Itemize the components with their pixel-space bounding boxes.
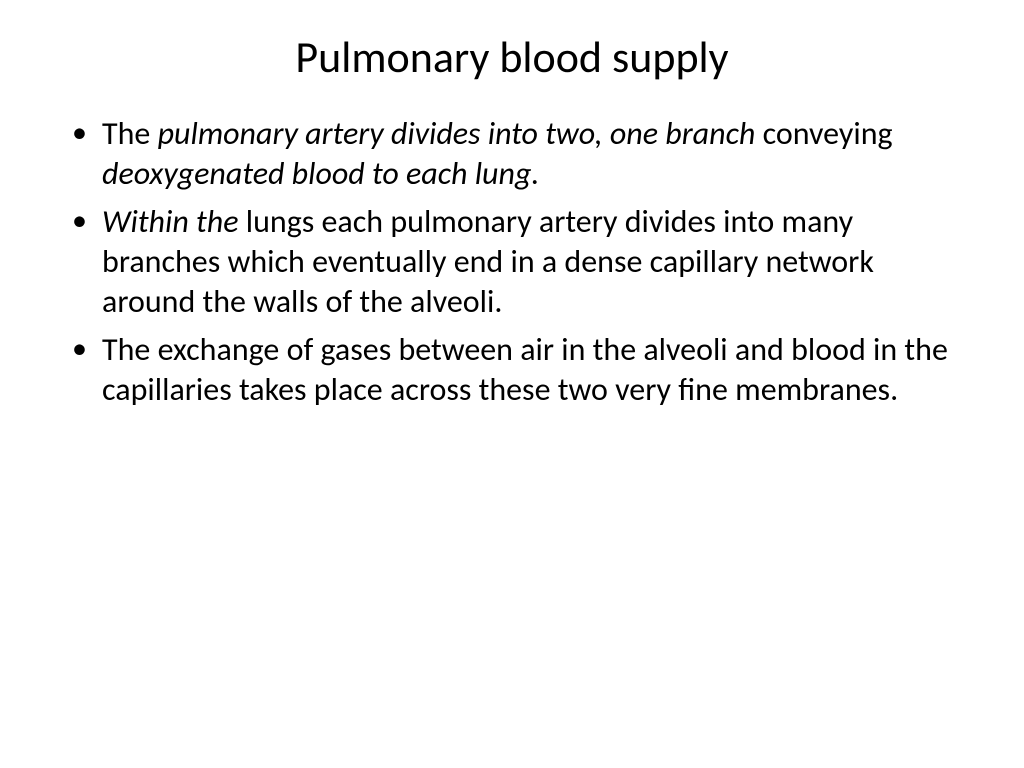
bullet-item: Within the lungs each pulmonary artery d…: [60, 202, 964, 322]
bullet-list: The pulmonary artery divides into two, o…: [60, 114, 964, 410]
text-segment: Within the: [102, 202, 246, 241]
slide: Pulmonary blood supply The pulmonary art…: [0, 0, 1024, 768]
slide-title: Pulmonary blood supply: [60, 30, 964, 84]
bullet-item: The pulmonary artery divides into two, o…: [60, 114, 964, 194]
text-segment: The: [102, 114, 158, 153]
text-segment: deoxygenated blood to each lung.: [102, 154, 539, 193]
text-segment: pulmonary artery divides into two, one b…: [158, 114, 763, 153]
text-segment: The exchange of gases between air in the…: [102, 330, 948, 409]
bullet-item: The exchange of gases between air in the…: [60, 330, 964, 410]
text-segment: conveying: [763, 114, 893, 153]
slide-body: The pulmonary artery divides into two, o…: [60, 114, 964, 728]
